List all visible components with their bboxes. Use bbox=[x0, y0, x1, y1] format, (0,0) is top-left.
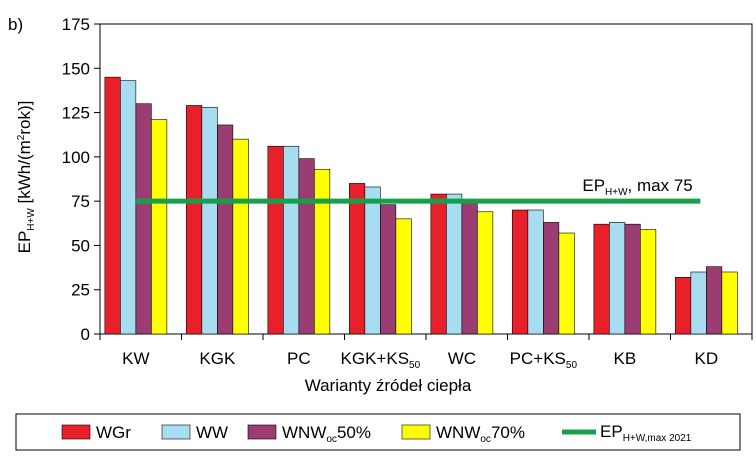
bar-wnw-50-pc bbox=[298, 158, 315, 335]
y-tick-label: 150 bbox=[62, 59, 90, 78]
bar-wnw-70-kw bbox=[151, 119, 168, 335]
legend-label-2: WW bbox=[196, 423, 228, 442]
y-tick-label: 100 bbox=[62, 148, 90, 167]
bar-wnw-70-kb bbox=[640, 229, 657, 335]
legend-swatch-2 bbox=[161, 424, 191, 440]
bar-wnw-50-kb bbox=[624, 223, 641, 335]
x-category-label: KW bbox=[122, 349, 149, 368]
bars-group bbox=[104, 76, 738, 335]
reference-line-group: EPH+W, max 75 bbox=[135, 176, 701, 204]
bar-wnw-70-pc-ks bbox=[558, 232, 575, 335]
axes-group: 0 25 50 75 100 125 150 175 bbox=[62, 15, 753, 344]
x-category-label: WC bbox=[448, 349, 476, 368]
bar-ww-kd bbox=[690, 271, 707, 335]
bar-wnw-70-wc bbox=[477, 211, 494, 335]
bar-wgr-pc bbox=[267, 145, 284, 335]
bar-wnw-50-pc-ks bbox=[543, 222, 560, 335]
bar-ww-pc bbox=[283, 145, 300, 335]
x-axis-title: Warianty źródeł ciepła bbox=[305, 376, 472, 395]
x-category-label: PC+KS50 bbox=[510, 349, 578, 371]
bar-ww-kb bbox=[609, 222, 626, 335]
y-axis-title: EPH+W [kWh/(m2rok)] bbox=[15, 101, 37, 254]
legend-swatch-3 bbox=[247, 424, 277, 440]
legend-label-3: WNWoc50% bbox=[282, 423, 371, 445]
bar-wgr-kb bbox=[593, 223, 610, 335]
bar-wnw-50-kgk-ks bbox=[380, 204, 397, 335]
bar-ww-pc-ks bbox=[527, 209, 544, 335]
y-tick-label: 50 bbox=[71, 236, 90, 255]
legend-label-1: WGr bbox=[96, 423, 131, 442]
x-category-label: KGK bbox=[199, 349, 236, 368]
y-tick-label: 125 bbox=[62, 104, 90, 123]
bar-wgr-kgk bbox=[186, 105, 203, 335]
panel-label: b) bbox=[8, 15, 23, 34]
bar-ww-wc bbox=[446, 193, 463, 335]
bar-wnw-70-kgk-ks bbox=[395, 218, 412, 335]
x-category-label: PC bbox=[287, 349, 311, 368]
bar-ww-kw bbox=[120, 80, 137, 335]
legend-swatch-4 bbox=[401, 424, 431, 440]
y-tick-label: 0 bbox=[81, 325, 90, 344]
bar-wnw-70-kd bbox=[721, 271, 738, 335]
reference-line-label: EPH+W, max 75 bbox=[582, 176, 692, 198]
x-category-label: KGK+KS50 bbox=[341, 349, 421, 371]
bar-wgr-pc-ks bbox=[512, 209, 529, 335]
bar-wgr-kgk-ks bbox=[349, 183, 366, 335]
bar-ww-kgk-ks bbox=[364, 186, 381, 335]
x-category-label: KD bbox=[695, 349, 719, 368]
bar-wnw-70-kgk bbox=[232, 138, 249, 335]
legend-swatch-1 bbox=[61, 424, 91, 440]
legend-label-reference-line: EPH+W,max 2021 bbox=[600, 422, 692, 444]
y-tick-label: 175 bbox=[62, 15, 90, 34]
y-tick-label: 25 bbox=[71, 281, 90, 300]
legend: WGr WW WNWoc50% WNWoc70% EPH+W,max 2021 bbox=[15, 413, 741, 451]
bar-wnw-50-wc bbox=[461, 200, 478, 335]
bar-wgr-kw bbox=[104, 76, 121, 335]
bar-wgr-wc bbox=[430, 193, 447, 335]
legend-box bbox=[15, 413, 741, 451]
bar-ww-kgk bbox=[201, 106, 218, 335]
bar-wnw-50-kw bbox=[135, 103, 152, 335]
legend-label-4: WNWoc70% bbox=[436, 423, 525, 445]
bar-wnw-70-pc bbox=[314, 168, 331, 335]
axis-labels-group: KW KGK PC KGK+KS50 WC PC+KS50 KB KD Warianty źró… bbox=[15, 101, 718, 395]
bar-wgr-kd bbox=[675, 277, 692, 335]
bar-wnw-50-kd bbox=[706, 266, 723, 335]
x-category-label: KB bbox=[614, 349, 637, 368]
y-tick-label: 75 bbox=[71, 192, 90, 211]
bar-wnw-50-kgk bbox=[217, 124, 234, 335]
